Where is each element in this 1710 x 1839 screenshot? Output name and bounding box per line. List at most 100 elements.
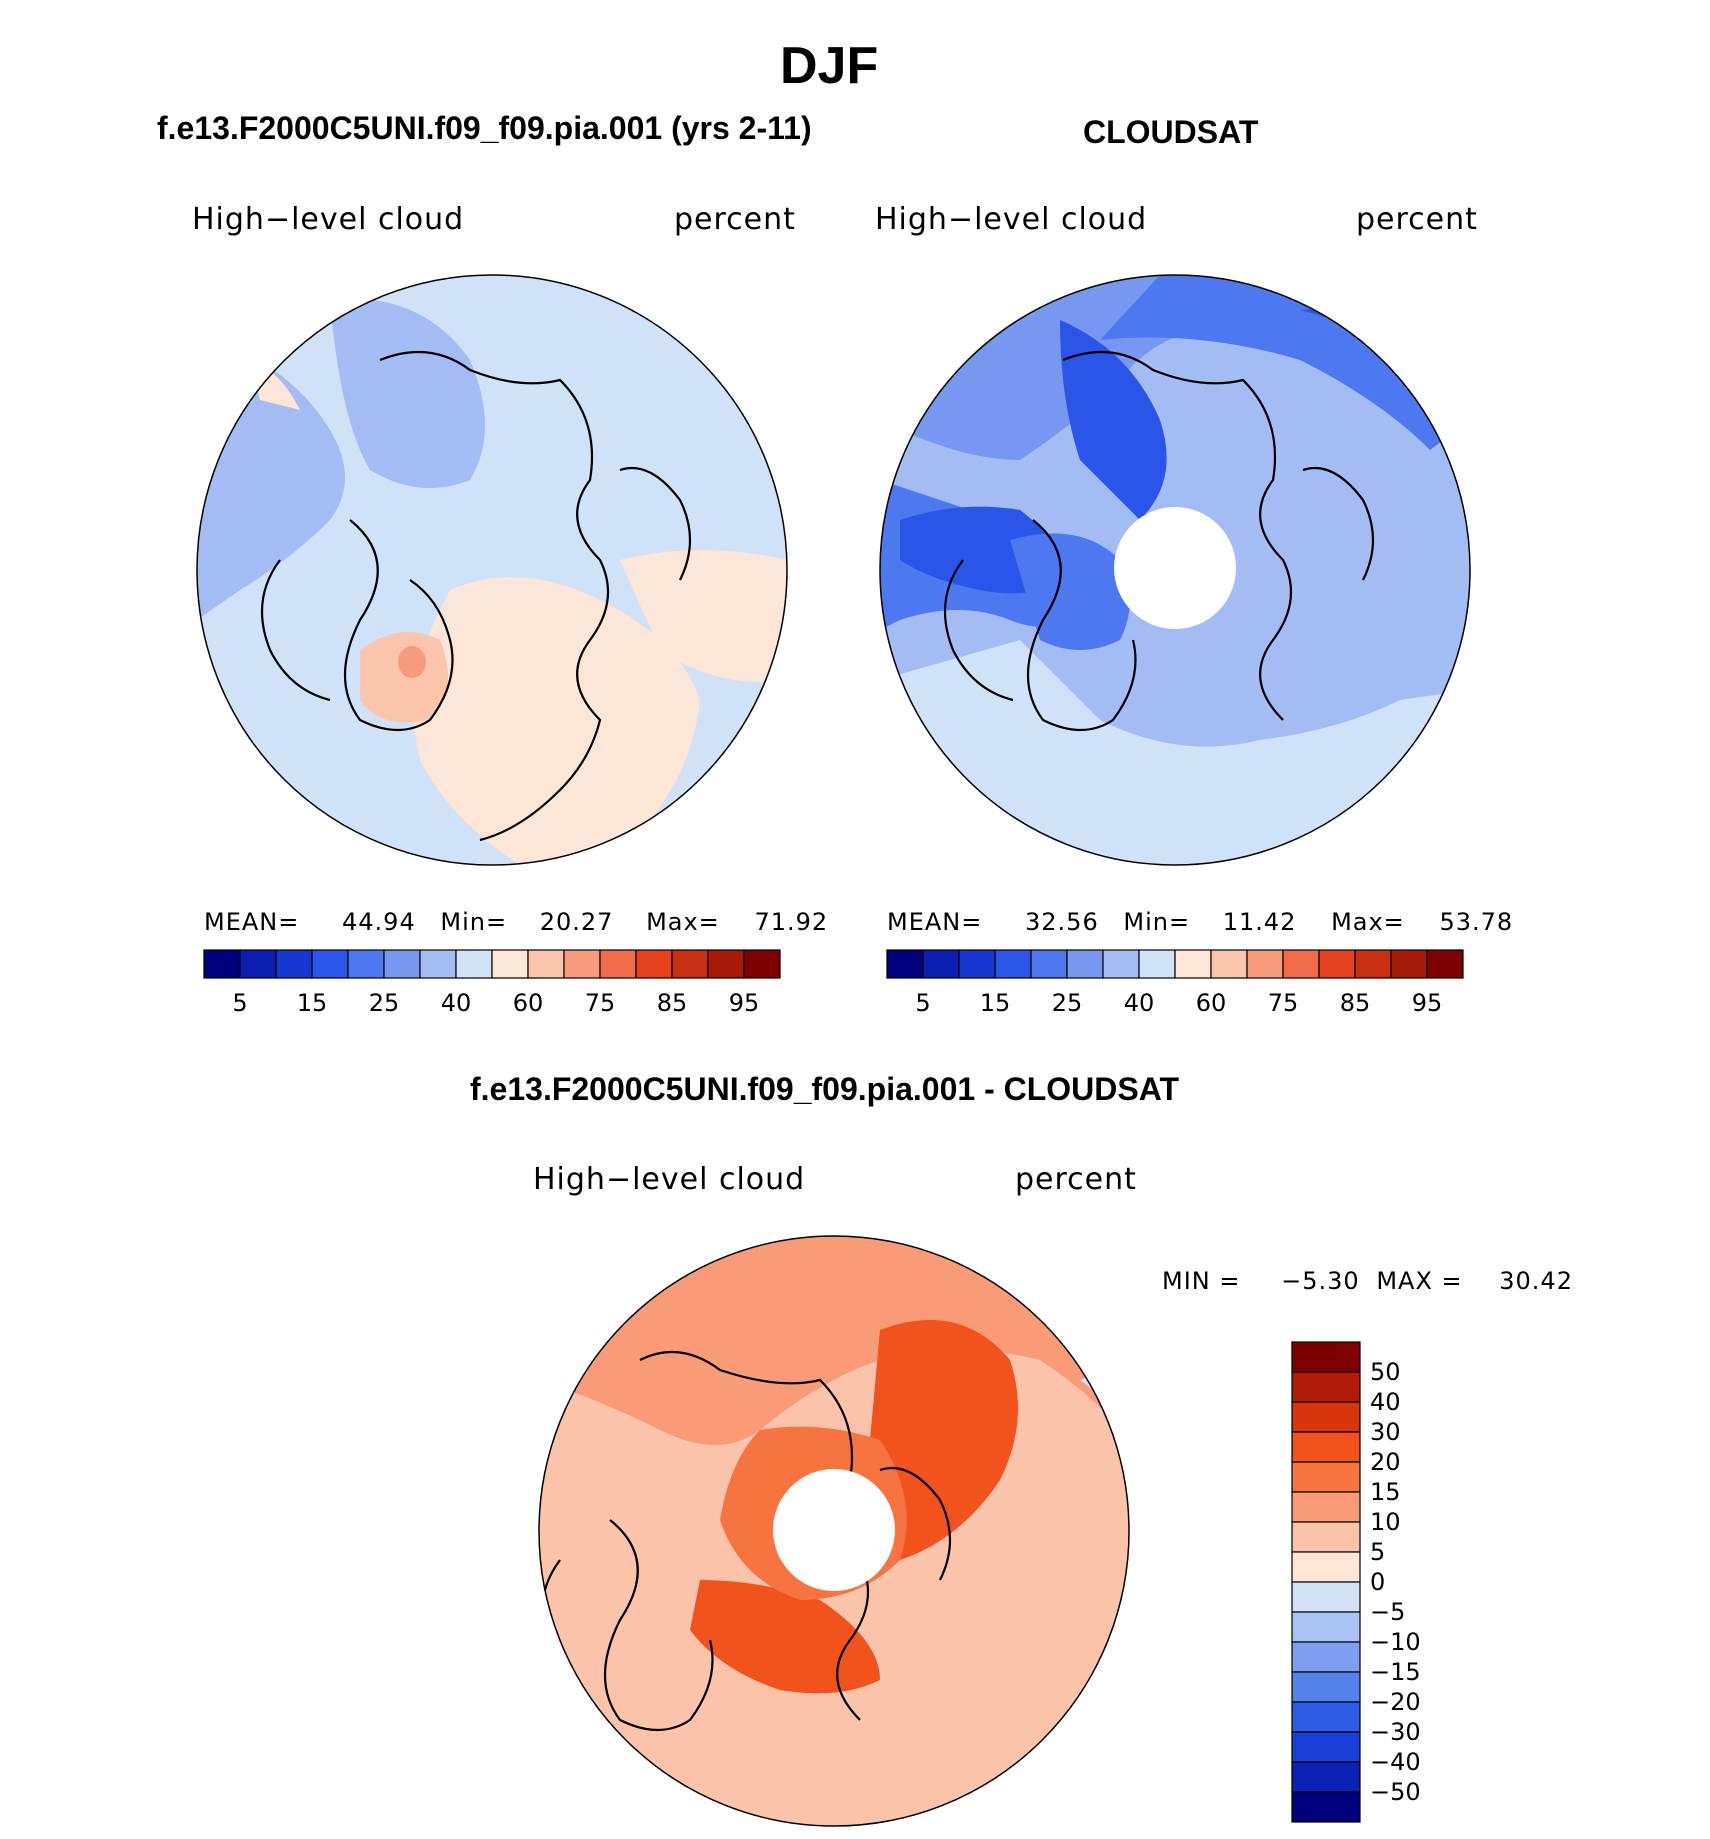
panel-2-colorbar-tick-label-5: 75	[1268, 989, 1299, 1017]
panel-2-colorbar-box-7	[1138, 949, 1176, 979]
panel-3-max-label: MAX =	[1376, 1267, 1463, 1295]
panel-1-colorbar-box-10	[563, 949, 601, 979]
panel-2-field-atlantic-europe	[880, 640, 1470, 865]
panel-3-colorbar-tick-label-14: −50	[1370, 1778, 1421, 1806]
panel-2-min-value: 11.42	[1222, 908, 1297, 936]
panel-3-colorbar-tick-label-11: −20	[1370, 1688, 1421, 1716]
panel-1-field-greenland	[360, 632, 448, 723]
panel-1-colorbar-tick-label-5: 75	[585, 989, 616, 1017]
panel-2-colorbar-tick-label-2: 25	[1052, 989, 1083, 1017]
panel-3-colorbar-box-5	[1291, 1491, 1361, 1523]
panel-1-field-atlantic-europe	[414, 577, 700, 865]
panel-3-title: f.e13.F2000C5UNI.f09_f09.pia.001 - CLOUD…	[470, 1071, 1179, 1107]
panel-3-colorbar-tick-label-12: −30	[1370, 1718, 1421, 1746]
panel-2-colorbar-tick-label-0: 5	[915, 989, 930, 1017]
panel-2-max-value: 53.78	[1439, 908, 1514, 936]
panel-1-colorbar-box-4	[347, 949, 385, 979]
panel-3-colorbar-tick-label-8: −5	[1370, 1598, 1405, 1626]
panel-1-colorbar: 5 15 25 40 60 75 85 95	[203, 949, 781, 1017]
panel-2-variable-label: High−level cloud	[875, 202, 1148, 237]
panel-3-field-north	[539, 1236, 1129, 1445]
panel-2-title: CLOUDSAT	[1083, 114, 1259, 150]
panel-2-min-label: Min=	[1123, 908, 1191, 936]
panel-1-colorbar-tick-label-3: 40	[441, 989, 472, 1017]
panel-1-colorbar-box-2	[275, 949, 313, 979]
panel-2-colorbar-box-8	[1174, 949, 1212, 979]
panel-1-min-label: Min=	[440, 908, 508, 936]
panel-1-min-value: 20.27	[539, 908, 614, 936]
panel-3-colorbar-box-2	[1291, 1401, 1361, 1433]
panel-2-colorbar-box-12	[1318, 949, 1356, 979]
panel-1-field-siberia	[620, 550, 787, 682]
panel-1-colorbar-box-14	[707, 949, 745, 979]
panel-3-min-value: −5.30	[1281, 1267, 1360, 1295]
panel-2-colorbar-box-13	[1354, 949, 1392, 979]
panel-2-mean-value: 32.56	[1025, 908, 1099, 936]
panel-3-stats: MIN = −5.30 MAX = 30.42	[1162, 1267, 1573, 1295]
panel-2-missing-pole	[1114, 507, 1236, 629]
panel-3-colorbar-box-4	[1291, 1461, 1361, 1493]
panel-3-colorbar-tick-label-5: 10	[1370, 1508, 1401, 1536]
panel-3-colorbar-box-11	[1291, 1671, 1361, 1703]
panel-3-colorbar-tick-label-4: 15	[1370, 1478, 1401, 1506]
panel-1-colorbar-box-11	[599, 949, 637, 979]
panel-3-colorbar-tick-label-2: 30	[1370, 1418, 1401, 1446]
panel-3-colorbar-tick-label-0: 50	[1370, 1358, 1401, 1386]
panel-3-colorbar-box-1	[1291, 1371, 1361, 1403]
panel-3-colorbar-box-12	[1291, 1701, 1361, 1733]
panel-3-colorbar-tick-label-9: −10	[1370, 1628, 1421, 1656]
panel-3-colorbar-tick-label-6: 5	[1370, 1538, 1385, 1566]
panel-2-colorbar-box-15	[1426, 949, 1464, 979]
panel-2-colorbar-tick-label-7: 95	[1412, 989, 1443, 1017]
panel-3-field-pacific-strong	[868, 1320, 1018, 1560]
panel-1-colorbar-box-13	[671, 949, 709, 979]
panel-1-colorbar-tick-label-2: 25	[369, 989, 400, 1017]
panel-2-stats: MEAN= 32.56 Min= 11.42 Max= 53.78	[887, 908, 1513, 936]
panel-1-max-label: Max=	[646, 908, 720, 936]
panel-3-colorbar-box-0	[1291, 1341, 1361, 1373]
panel-2-colorbar-box-1	[922, 949, 960, 979]
panel-2-field-north	[880, 275, 1470, 460]
panel-2-units-label: percent	[1356, 202, 1478, 237]
panel-1-field-canadian-arctic	[330, 298, 485, 488]
panel-2-colorbar-tick-label-4: 60	[1196, 989, 1227, 1017]
page-title: DJF	[780, 37, 879, 95]
panel-3-missing-pole	[773, 1469, 895, 1591]
panel-3-colorbar-box-3	[1291, 1431, 1361, 1463]
panel-1-variable-label: High−level cloud	[192, 202, 465, 237]
panel-1-colorbar-box-6	[419, 949, 457, 979]
panel-3-colorbar-tick-label-10: −15	[1370, 1658, 1421, 1686]
panel-1-colorbar-tick-label-4: 60	[513, 989, 544, 1017]
panel-2-field-high-arctic	[1010, 533, 1130, 650]
panel-1-colorbar-box-15	[743, 949, 781, 979]
panel-2-colorbar-tick-label-1: 15	[980, 989, 1011, 1017]
panel-3-colorbar-tick-label-1: 40	[1370, 1388, 1401, 1416]
panel-3-colorbar-tick-label-3: 20	[1370, 1448, 1401, 1476]
panel-3-colorbar-box-8	[1291, 1581, 1361, 1613]
panel-3-map-border	[538, 1235, 1130, 1827]
panel-2-colorbar-box-5	[1066, 949, 1104, 979]
panel-3-colorbar-box-6	[1291, 1521, 1361, 1553]
panel-3-variable-label: High−level cloud	[533, 1162, 806, 1197]
panel-3-colorbar-box-7	[1291, 1551, 1361, 1583]
panel-3-min-label: MIN =	[1162, 1267, 1241, 1295]
panel-2-field-arctic-ring	[1060, 320, 1167, 520]
panel-2-colorbar: 5 15 25 40 60 75 85 95	[886, 949, 1464, 1017]
panel-2-colorbar-box-6	[1102, 949, 1140, 979]
panel-2-colorbar-box-4	[1030, 949, 1068, 979]
panel-3-units-label: percent	[1015, 1162, 1137, 1197]
panel-3-field-atlantic-strong	[690, 1580, 880, 1694]
panel-2-colorbar-tick-label-3: 40	[1124, 989, 1155, 1017]
panel-2-map-border	[879, 274, 1471, 866]
panel-3-colorbar-box-13	[1291, 1731, 1361, 1763]
panel-1-max-value: 71.92	[754, 908, 829, 936]
panel-1-mean-value: 44.94	[342, 908, 416, 936]
panel-3-colorbar-box-15	[1291, 1791, 1361, 1823]
panel-2-colorbar-box-3	[994, 949, 1032, 979]
panel-1-colorbar-tick-label-0: 5	[232, 989, 247, 1017]
panel-2-colorbar-box-2	[958, 949, 996, 979]
panel-1-coastlines	[260, 350, 692, 842]
